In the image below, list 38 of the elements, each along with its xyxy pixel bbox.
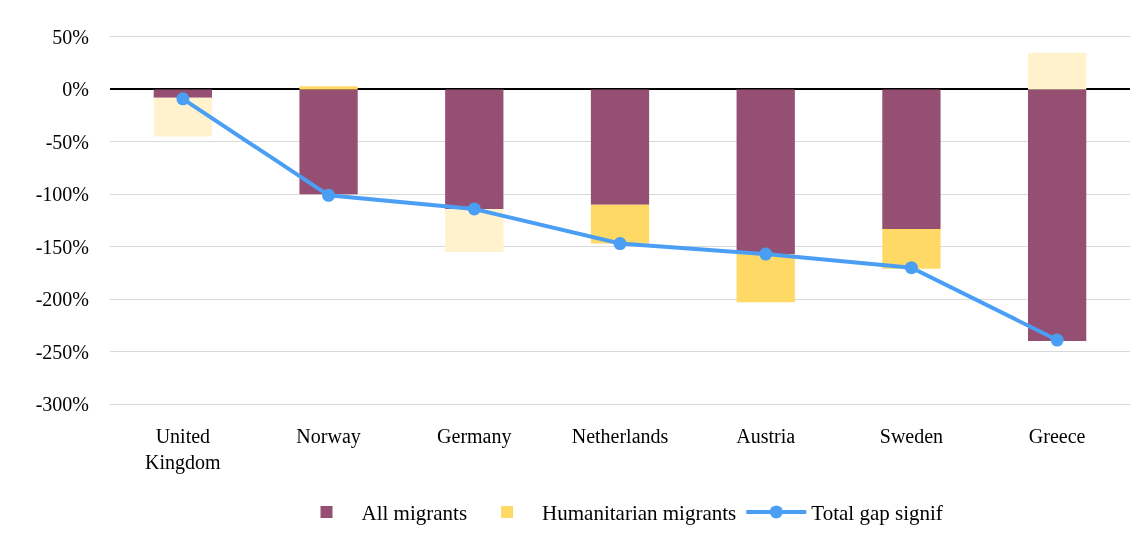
y-tick-label: -100%: [35, 183, 89, 206]
bar: [299, 86, 358, 90]
bar: [445, 208, 504, 252]
bar: [882, 228, 941, 269]
bar: [153, 97, 212, 137]
x-tick-label: Greece: [1028, 425, 1086, 448]
x-tick-label: Norway: [296, 425, 361, 449]
bar: [445, 89, 504, 209]
y-tick-label: -50%: [45, 130, 89, 153]
y-tick-label: 0%: [62, 78, 89, 101]
bar: [590, 89, 650, 205]
y-tick-label: 50%: [52, 26, 89, 48]
point: [322, 188, 336, 202]
legend-label: All migrants: [361, 501, 468, 526]
legend-label: Humanitarian migrants: [542, 501, 737, 526]
bar: [299, 89, 358, 195]
y-tick-label: -150%: [35, 235, 89, 258]
bar: [1028, 89, 1087, 342]
y-tick-label: -250%: [35, 340, 89, 363]
point: [613, 237, 627, 251]
point: [467, 202, 481, 216]
x-tick-label: Germany: [437, 425, 512, 449]
bar: [882, 89, 941, 229]
x-tick-label: United Kingdom: [145, 425, 222, 475]
point: [1050, 333, 1064, 347]
x-tick-label: Netherlands: [571, 425, 669, 448]
point: [904, 261, 918, 275]
bar: [736, 89, 795, 255]
bar: [736, 254, 795, 303]
x-tick-label: Sweden: [879, 425, 944, 448]
y-tick-label: -300%: [35, 393, 89, 415]
bar: [590, 204, 650, 244]
y-tick-label: -200%: [35, 288, 89, 311]
x-tick-label: Austria: [736, 425, 796, 448]
bar: [1028, 52, 1087, 90]
legend-label: Total gap signif: [811, 501, 943, 526]
point: [759, 247, 773, 261]
point: [176, 92, 190, 106]
